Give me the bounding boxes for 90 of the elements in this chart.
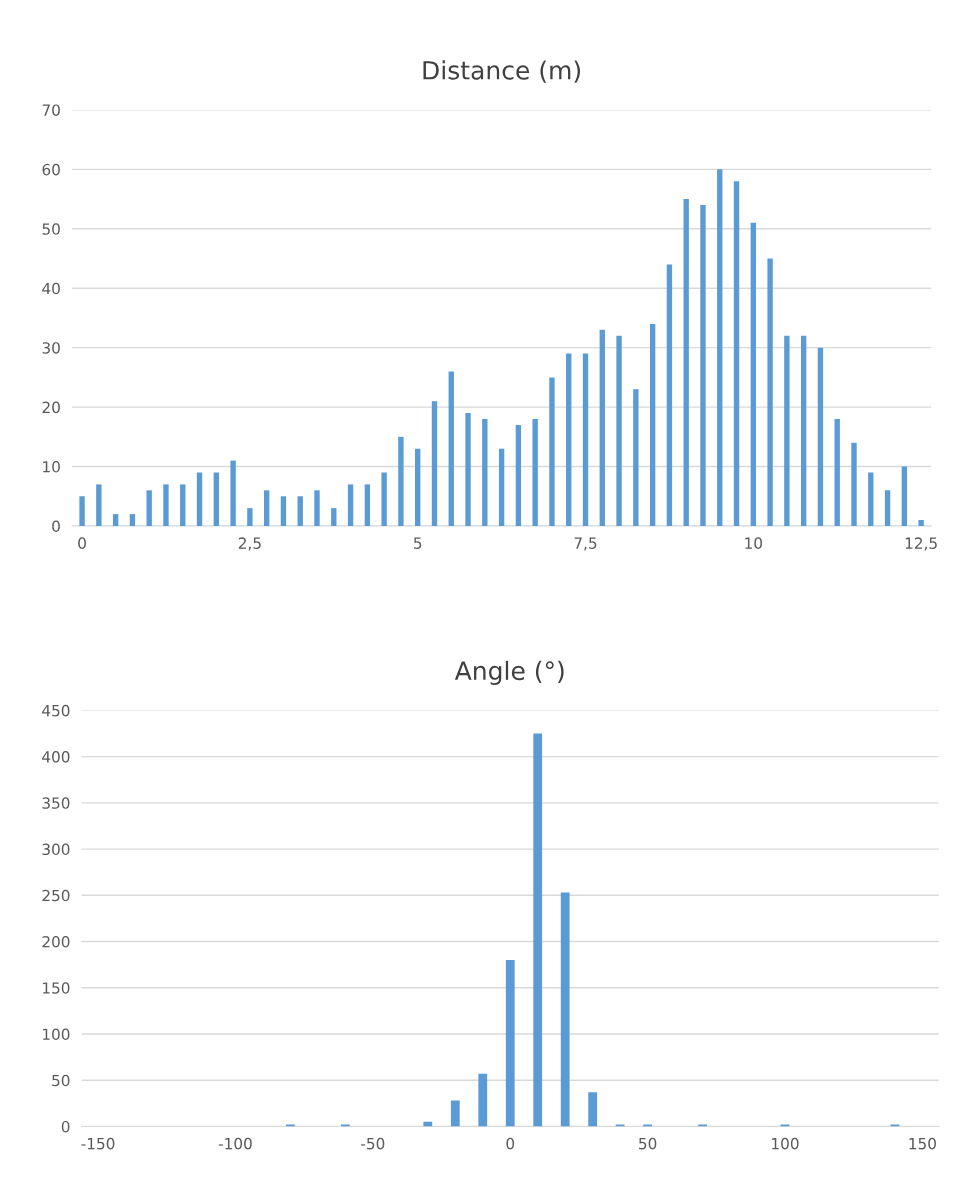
bar [505,960,515,1127]
x-tick-label: 2,5 [238,537,261,551]
bar [112,514,119,526]
bar [263,490,270,526]
y-tick-label: 100 [43,1028,70,1041]
bar [717,169,723,526]
bar [784,335,790,526]
bar [129,514,136,526]
bar [381,472,387,526]
y-tick-label: 150 [43,982,70,994]
bar [280,496,287,526]
bar [96,484,102,526]
bar [314,490,320,526]
y-tick-label: 50 [52,1074,70,1087]
bar [599,329,605,526]
x-tick-label: 50 [639,1137,657,1150]
x-tick-label: 0 [506,1137,515,1150]
bar [649,323,656,526]
bar [616,335,622,526]
x-tick-label: -150 [81,1137,115,1150]
bar [666,264,673,526]
x-tick-label: 7,5 [574,537,597,551]
x-tick-label: 12,5 [905,537,937,551]
x-tick-label: 10 [745,537,763,549]
bar [398,436,404,526]
bar [79,496,85,526]
bar [465,413,471,526]
y-tick-label: 10 [43,461,60,473]
bar [498,448,505,526]
y-tick-label: 30 [42,342,60,354]
bar [482,419,488,526]
bar [532,419,538,526]
bar [767,258,773,526]
x-tick-label: -100 [218,1137,252,1150]
bar [180,484,186,526]
bar [364,484,371,526]
bar [196,472,203,526]
y-tick-label: 350 [42,797,70,809]
bar [450,1100,460,1127]
bar [247,508,253,526]
y-tick-label: 0 [52,520,60,533]
bar [868,472,874,526]
bar [918,520,924,526]
x-tick-label: -50 [361,1137,385,1150]
bar [817,347,824,526]
bar [750,222,756,526]
bar [582,353,589,526]
bar [448,371,454,526]
y-tick-label: 50 [42,223,60,235]
bar [213,472,219,526]
bar [146,490,152,526]
chart-title: Distance (m) [423,60,581,83]
bar [560,892,570,1127]
bar [431,401,438,526]
bar [851,442,857,526]
bar [633,389,639,526]
bar [834,419,840,526]
y-tick-label: 40 [42,282,60,295]
bar [884,490,891,526]
bar [347,484,354,526]
y-tick-label: 60 [42,163,60,176]
y-tick-label: 20 [42,401,60,414]
x-tick-label: 5 [414,537,422,549]
y-tick-label: 450 [42,704,70,717]
bar [533,733,543,1127]
bar [566,353,572,526]
y-tick-label: 300 [42,843,70,856]
bar [478,1073,488,1127]
bar [549,377,555,526]
x-tick-label: 0 [78,537,86,549]
y-tick-label: 250 [42,889,70,902]
bar [683,199,689,526]
x-tick-label: 100 [772,1137,799,1150]
y-tick-label: 70 [42,104,60,116]
y-tick-label: 200 [42,935,70,948]
bar [800,335,807,526]
x-tick-label: 150 [909,1137,936,1150]
bar [700,205,706,526]
bar [163,484,169,526]
chart-title: Angle (°) [454,660,564,686]
bar [331,508,337,526]
bar [415,448,421,526]
bar [588,1092,598,1127]
bar [901,466,908,526]
bar [733,181,740,526]
bar [297,496,303,526]
bar [230,460,236,526]
bar [515,424,522,526]
y-tick-label: 0 [61,1120,70,1133]
y-tick-label: 400 [42,751,70,763]
